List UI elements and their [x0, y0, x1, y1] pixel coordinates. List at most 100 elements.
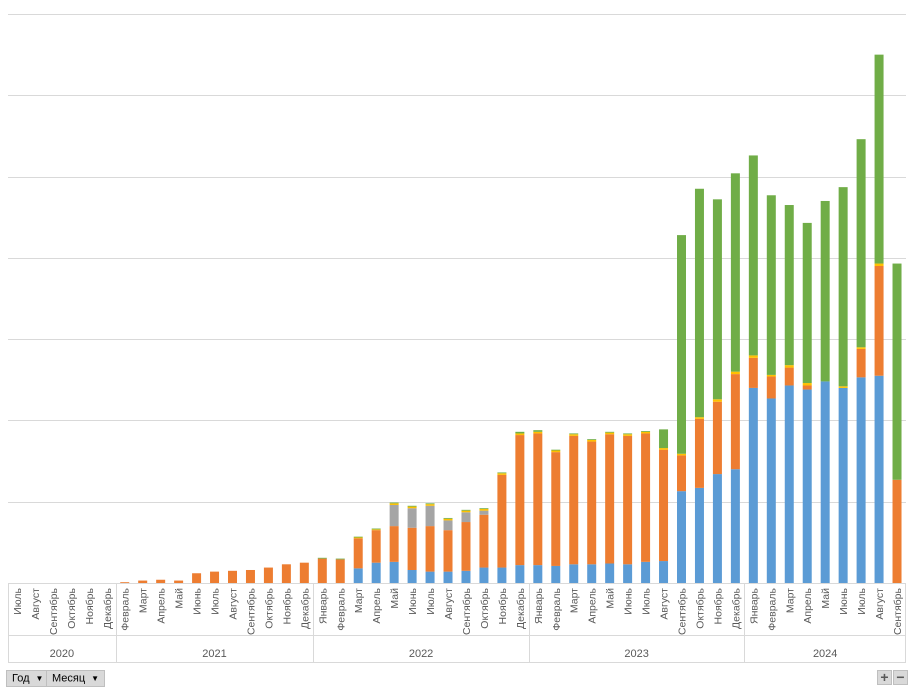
year-label: 2021	[202, 648, 226, 660]
x-tick-label: Февраль	[766, 587, 778, 630]
bar-segment	[443, 518, 453, 521]
x-tick-label: Январь	[533, 587, 545, 624]
bar-segment	[784, 385, 794, 583]
bar-segment	[245, 569, 255, 583]
x-tick-label: Август	[874, 588, 886, 620]
bar-segment	[407, 505, 417, 507]
bar-segment	[371, 528, 381, 530]
bar-segment	[551, 449, 561, 451]
bar-segment	[587, 564, 597, 583]
x-tick-label: Май	[820, 588, 832, 609]
bar-segment	[425, 571, 435, 583]
bar-segment	[533, 430, 543, 432]
x-tick-label: Декабрь	[102, 587, 114, 628]
bar-segment	[820, 200, 830, 382]
bar-segment	[371, 529, 381, 531]
x-tick-label: Ноябрь	[84, 587, 96, 624]
year-label: 2020	[50, 648, 74, 660]
bar-segment	[694, 487, 704, 583]
x-tick-label: Май	[605, 588, 617, 609]
bar-segment	[407, 508, 417, 528]
year-label: 2023	[624, 648, 648, 660]
bar-segment	[730, 374, 740, 470]
bar-segment	[389, 503, 399, 505]
x-tick-label: Декабрь	[299, 587, 311, 628]
bar-segment	[497, 472, 507, 474]
x-tick-label: Июнь	[623, 587, 635, 614]
bar-segment	[497, 474, 507, 568]
bar-segment	[820, 381, 830, 583]
bar-segment	[712, 474, 722, 583]
bar-segment	[407, 506, 417, 509]
bar-segment	[856, 347, 866, 349]
stacked-bar-chart: Июль Август Сентябрь Октябрь Ноябрь Декабрь Фе…	[8, 14, 906, 663]
bar-segment	[694, 417, 704, 419]
bar-segment	[515, 565, 525, 583]
bar-segment	[353, 536, 363, 538]
year-filter-button[interactable]: Год ▼	[6, 670, 50, 687]
x-tick-label: Июнь	[407, 587, 419, 614]
bar-segment	[748, 155, 758, 356]
bar-segment	[569, 564, 579, 583]
x-tick-label: Ноябрь	[712, 587, 724, 624]
x-tick-label: Февраль	[551, 587, 563, 630]
x-tick-label: Август	[659, 588, 671, 620]
bar-segment	[892, 479, 902, 583]
bar-segment	[748, 387, 758, 583]
bar-segment	[766, 398, 776, 583]
collapse-field-button[interactable]: −	[893, 670, 908, 685]
x-tick-label: Сентябрь	[245, 587, 257, 635]
x-tick-label: Август	[30, 588, 42, 620]
x-tick-label: Август	[228, 588, 240, 620]
x-tick-label: Июль	[210, 587, 222, 614]
bar-segment	[335, 558, 345, 560]
x-tick-label: Январь	[748, 587, 760, 624]
x-tick-label: Март	[569, 588, 581, 613]
bar-segment	[299, 562, 309, 583]
x-tick-label: Июль	[425, 587, 437, 614]
x-tick-label: Июнь	[192, 587, 204, 614]
bar-segment	[605, 563, 615, 583]
x-tick-label: Июль	[856, 587, 868, 614]
x-tick-label: Июль	[12, 587, 24, 614]
bar-segment	[623, 564, 633, 583]
bar-segment	[192, 573, 202, 583]
bar-segment	[515, 435, 525, 566]
x-tick-label: Май	[174, 588, 186, 609]
month-filter-button[interactable]: Месяц ▼	[46, 670, 106, 687]
bar-segment	[371, 530, 381, 563]
x-tick-label: Ноябрь	[281, 587, 293, 624]
bar-segment	[443, 530, 453, 572]
bar-segment	[461, 570, 471, 583]
x-tick-label: Октябрь	[694, 587, 706, 628]
bar-segment	[479, 514, 489, 568]
bar-segment	[712, 399, 722, 402]
bar-segment	[802, 222, 812, 384]
bar-segment	[730, 173, 740, 372]
bar-segment	[228, 570, 237, 583]
bar-segment	[766, 195, 776, 375]
x-tick-label: Апрель	[802, 587, 814, 623]
bar-segment	[479, 567, 489, 583]
bar-segment	[407, 527, 417, 570]
bar-segment	[353, 538, 363, 569]
bar-segment	[551, 452, 561, 566]
bar-segment	[407, 569, 417, 583]
bar-segment	[138, 580, 148, 583]
bar-segment	[838, 187, 848, 387]
bar-segment	[120, 582, 130, 583]
bar-segment	[425, 504, 435, 506]
bar-segment	[425, 503, 435, 505]
expand-field-button[interactable]: +	[877, 670, 892, 685]
bar-segment	[281, 564, 291, 583]
bar-segment	[515, 431, 525, 434]
bar-segment	[677, 235, 686, 454]
bar-segment	[838, 387, 848, 583]
bar-segment	[802, 389, 812, 583]
gridlines	[8, 14, 906, 584]
x-tick-label: Сентябрь	[48, 587, 60, 635]
bar-segment	[389, 502, 399, 504]
x-tick-label: Ноябрь	[497, 587, 509, 624]
bar-segment	[587, 439, 597, 442]
bar-segment	[569, 435, 579, 565]
